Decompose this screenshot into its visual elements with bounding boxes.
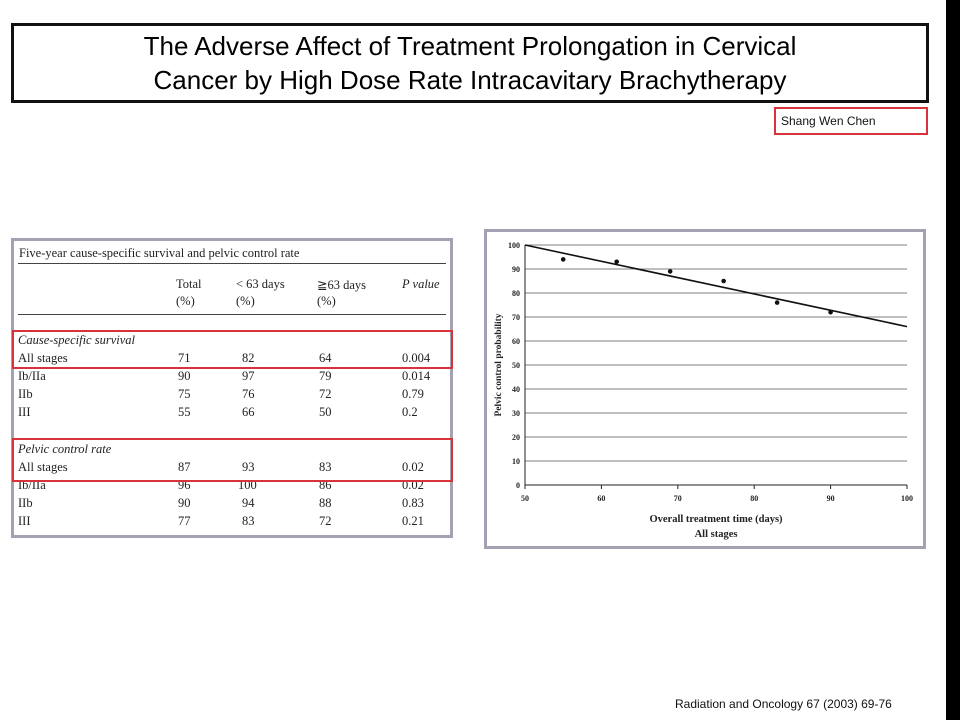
x-tick-label: 90 xyxy=(827,494,835,503)
y-tick-label: 10 xyxy=(512,457,520,466)
section-title-pelvic: Pelvic control rate xyxy=(18,442,112,456)
row-total: 77 xyxy=(178,514,191,528)
data-point xyxy=(560,257,566,262)
data-point xyxy=(667,269,673,274)
row-lt63: 93 xyxy=(242,460,255,474)
x-axis-label: Overall treatment time (days) xyxy=(649,514,783,525)
header-ge63: ≧63 days xyxy=(317,278,367,292)
header-lt63: < 63 days xyxy=(236,277,285,291)
row-lt63: 94 xyxy=(242,496,255,510)
row-p: 0.014 xyxy=(402,369,431,383)
x-tick-label: 60 xyxy=(597,494,605,503)
row-p: 0.02 xyxy=(402,460,424,474)
row-ge63: 88 xyxy=(319,496,332,510)
header-total: Total xyxy=(176,277,202,291)
y-tick-label: 0 xyxy=(516,481,520,490)
trend-line xyxy=(524,244,908,328)
slide-title-box: The Adverse Affect of Treatment Prolonga… xyxy=(11,23,929,103)
row-label: IIb xyxy=(18,387,33,401)
x-tick-label: 70 xyxy=(674,494,682,503)
row-lt63: 97 xyxy=(242,369,255,383)
y-tick-label: 20 xyxy=(512,433,520,442)
row-lt63: 83 xyxy=(242,514,255,528)
row-label: III xyxy=(18,514,31,528)
x-tick-label: 100 xyxy=(901,494,913,503)
y-tick-label: 90 xyxy=(512,265,520,274)
row-lt63: 66 xyxy=(242,405,255,419)
row-label: Ib/IIa xyxy=(18,369,46,383)
author-label: Shang Wen Chen xyxy=(774,107,928,135)
highlight-pelvic-all-stages xyxy=(12,438,453,482)
slide-title-line-1: The Adverse Affect of Treatment Prolonga… xyxy=(143,31,797,61)
data-point xyxy=(721,278,726,284)
y-tick-label: 80 xyxy=(512,289,520,298)
row-label: All stages xyxy=(18,460,68,474)
y-tick-label: 70 xyxy=(512,313,520,322)
row-total: 90 xyxy=(178,369,191,383)
chart-panel: 0 10 20 30 40 50 60 70 80 90 100 50 60 70 80 90 100 Overa… xyxy=(484,229,926,549)
row-total: 55 xyxy=(178,405,191,419)
row-ge63: 79 xyxy=(319,369,332,383)
data-point xyxy=(828,309,833,315)
table-caption: Five-year cause-specific survival and pe… xyxy=(19,246,300,260)
reference-citation: Radiation and Oncology 67 (2003) 69-76 xyxy=(675,697,892,711)
row-total: 87 xyxy=(178,460,191,474)
slide-side-bar xyxy=(946,0,960,720)
row-ge63: 64 xyxy=(319,351,332,365)
x-tick-label: 50 xyxy=(521,494,529,503)
header-p-value: P value xyxy=(402,277,440,291)
y-tick-label: 60 xyxy=(512,337,520,346)
data-point xyxy=(774,300,780,305)
header-ge63-unit: (%) xyxy=(317,294,336,308)
row-p: 0.004 xyxy=(402,351,431,365)
row-lt63: 76 xyxy=(242,387,255,401)
row-p: 0.83 xyxy=(402,496,424,510)
row-label: III xyxy=(18,405,31,419)
pelvic-control-chart: 0 10 20 30 40 50 60 70 80 90 100 50 60 70 80 90 100 Overa… xyxy=(494,241,913,540)
row-p: 0.2 xyxy=(402,405,418,419)
row-ge63: 72 xyxy=(319,387,332,401)
y-axis-label: Pelvic control probability xyxy=(494,313,504,416)
row-total: 90 xyxy=(178,496,191,510)
table-header-rule xyxy=(18,314,446,315)
x-axis-sublabel: All stages xyxy=(695,529,738,540)
slide-title-line-2: Cancer by High Dose Rate Intracavitary B… xyxy=(153,65,787,95)
row-lt63: 82 xyxy=(242,351,255,365)
y-tick-label: 40 xyxy=(512,385,520,394)
row-ge63: 72 xyxy=(319,514,332,528)
row-ge63: 50 xyxy=(319,405,332,419)
header-total-unit: (%) xyxy=(176,294,195,308)
y-tick-label: 30 xyxy=(512,409,520,418)
row-label: IIb xyxy=(18,496,33,510)
x-tick-label: 80 xyxy=(750,494,758,503)
results-table-panel: Five-year cause-specific survival and pe… xyxy=(11,238,453,538)
row-p: 0.79 xyxy=(402,387,424,401)
table-top-rule xyxy=(18,263,446,264)
row-label: All stages xyxy=(18,351,68,365)
header-lt63-unit: (%) xyxy=(236,294,255,308)
row-total: 71 xyxy=(178,351,191,365)
y-tick-label: 50 xyxy=(512,361,520,370)
row-ge63: 83 xyxy=(319,460,332,474)
row-total: 75 xyxy=(178,387,191,401)
section-title-survival: Cause-specific survival xyxy=(18,333,135,347)
y-tick-label: 100 xyxy=(508,241,520,250)
data-point xyxy=(614,259,619,265)
highlight-survival-all-stages xyxy=(12,330,453,369)
row-p: 0.21 xyxy=(402,514,424,528)
